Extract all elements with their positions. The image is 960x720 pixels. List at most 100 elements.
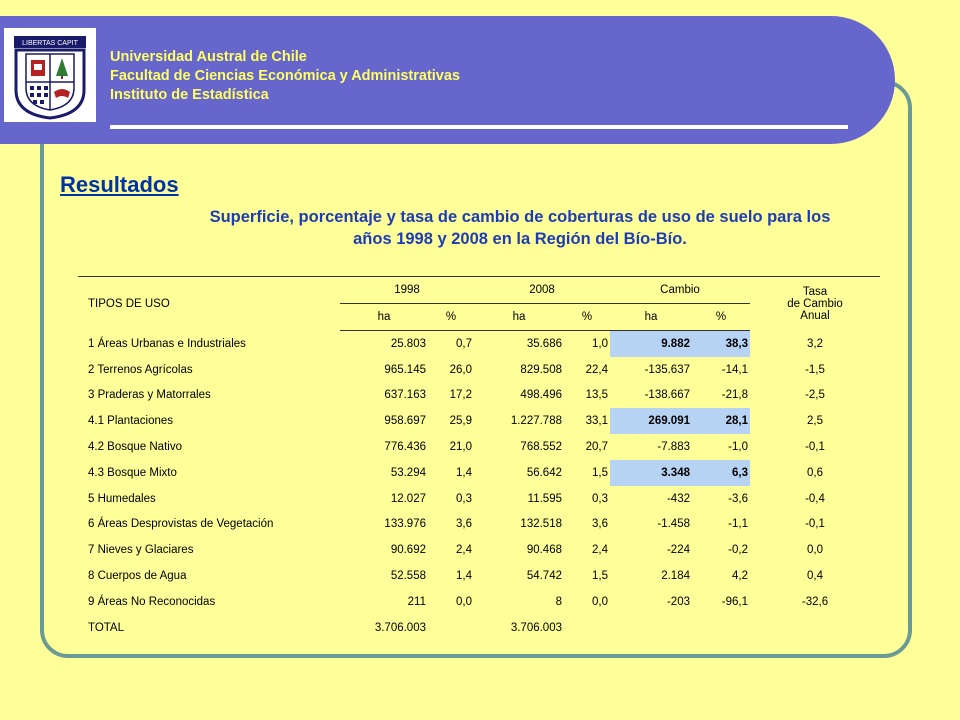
cell-ha-2008: 11.595 <box>527 492 562 505</box>
cell-tipo: TOTAL <box>88 621 124 634</box>
cell-pct-1998: 0,0 <box>456 595 472 608</box>
cell-ha-cambio: -203 <box>666 595 690 608</box>
cell-ha-cambio: -138.667 <box>644 389 690 402</box>
cell-tipo: 5 Humedales <box>88 492 156 505</box>
header-cambio: Cambio <box>610 276 750 304</box>
cell-ha-cambio: -7.883 <box>657 441 690 454</box>
cell-pct-1998: 0,7 <box>456 337 472 350</box>
cell-tipo: 6 Áreas Desprovistas de Vegetación <box>88 518 274 531</box>
cell-pct-cambio <box>692 615 750 641</box>
cell-pct-2008 <box>564 615 610 641</box>
cell-ha-cambio: 2.184 <box>661 570 690 583</box>
cell-pct-2008: 3,6 <box>592 518 608 531</box>
cell-tipo: 7 Nieves y Glaciares <box>88 544 194 557</box>
cell-ha-1998: 25.803 <box>390 337 426 350</box>
cell-ha-cambio <box>610 615 692 641</box>
land-use-table: TIPOS DE USO 1998 2008 Cambio Tasa de Ca… <box>78 276 880 641</box>
cell-pct-1998: 21,0 <box>449 441 472 454</box>
table-row: 6 Áreas Desprovistas de Vegetación 133.97… <box>78 512 880 538</box>
table-row: 7 Nieves y Glaciares 90.692 2,4 90.468 2,4 -2… <box>78 537 880 563</box>
cell-pct-2008: 13,5 <box>585 389 608 402</box>
header-1998: 1998 <box>340 276 474 304</box>
cell-tipo: 9 Áreas No Reconocidas <box>88 595 216 608</box>
cell-pct-1998: 1,4 <box>456 466 472 479</box>
cell-ha-1998: 965.145 <box>384 363 426 376</box>
cell-ha-1998: 958.697 <box>384 415 426 428</box>
cell-ha-1998: 211 <box>407 595 426 608</box>
cell-tasa: -0,4 <box>805 492 825 505</box>
cell-pct-cambio: 38,3 <box>692 330 750 357</box>
cell-pct-cambio: -1,0 <box>728 441 748 454</box>
cell-pct-cambio: 28,1 <box>692 408 750 435</box>
table-row: 4.3 Bosque Mixto 53.294 1,4 56.642 1,5 3.348 6… <box>78 459 880 486</box>
cell-pct-2008: 33,1 <box>585 415 608 428</box>
cell-ha-1998: 776.436 <box>384 441 426 454</box>
cell-ha-2008: 90.468 <box>526 544 562 557</box>
cell-tasa: 2,5 <box>807 415 823 428</box>
cell-ha-2008: 35.686 <box>526 337 562 350</box>
cell-pct-cambio: -21,8 <box>721 389 748 402</box>
header-2008: 2008 <box>474 276 610 304</box>
cell-tasa: -0,1 <box>805 441 825 454</box>
header-tasa: Tasa de Cambio Anual <box>750 276 880 331</box>
cell-ha-2008: 1.227.788 <box>510 415 562 428</box>
cell-ha-cambio: -135.637 <box>644 363 690 376</box>
table-header-row: TIPOS DE USO 1998 2008 Cambio Tasa de Ca… <box>78 276 880 331</box>
cell-pct-2008: 1,5 <box>592 466 608 479</box>
cell-tipo: 4.1 Plantaciones <box>88 415 174 428</box>
cell-tasa: 0,4 <box>807 570 823 583</box>
cell-pct-cambio: -0,2 <box>728 544 748 557</box>
caption-line-1: Superficie, porcentaje y tasa de cambio … <box>209 208 831 226</box>
slide-title: Resultados <box>60 172 179 197</box>
cell-tasa: 0,6 <box>807 466 823 479</box>
cell-ha-cambio: 3.348 <box>610 459 692 486</box>
header-tasa-line-3: Anual <box>800 309 830 322</box>
caption-line-2: años 1998 y 2008 en la Región del Bío-Bí… <box>353 230 687 248</box>
header-tipos-de-uso: TIPOS DE USO <box>78 276 340 331</box>
subheader-ha-2008: ha <box>474 303 564 331</box>
cell-tipo: 4.2 Bosque Nativo <box>88 441 182 454</box>
table-row: 4.1 Plantaciones 958.697 25,9 1.227.788 33,1… <box>78 408 880 435</box>
subheader-pct-2008: % <box>564 303 610 331</box>
university-seal-icon: LIBERTAS CAPIT <box>14 36 86 120</box>
cell-pct-cambio: -3,6 <box>728 492 748 505</box>
cell-ha-cambio: -1.458 <box>657 518 690 531</box>
university-name: Universidad Austral de Chile <box>110 49 307 65</box>
header-tasa-line-2: de Cambio <box>787 297 843 310</box>
cell-tasa: 3,2 <box>807 337 823 350</box>
cell-tipo: 1 Áreas Urbanas e Industriales <box>88 337 246 350</box>
cell-ha-2008: 132.518 <box>520 518 562 531</box>
cell-pct-1998: 25,9 <box>449 415 472 428</box>
cell-tasa: -0,1 <box>805 518 825 531</box>
institute-name: Instituto de Estadística <box>110 87 269 103</box>
cell-tipo: 4.3 Bosque Mixto <box>88 466 177 479</box>
cell-pct-1998: 3,6 <box>456 518 472 531</box>
svg-text:LIBERTAS CAPIT: LIBERTAS CAPIT <box>22 40 78 47</box>
cell-ha-2008: 8 <box>555 595 562 608</box>
cell-tasa <box>750 615 880 641</box>
table-subheader-row: ha % ha % ha % <box>78 303 880 331</box>
cell-pct-2008: 20,7 <box>585 441 608 454</box>
cell-ha-2008: 829.508 <box>520 363 562 376</box>
cell-ha-cambio: -224 <box>666 544 690 557</box>
table-row: 2 Terrenos Agrícolas 965.145 26,0 829.508 22… <box>78 357 880 383</box>
faculty-name: Facultad de Ciencias Económica y Adminis… <box>110 68 460 84</box>
cell-ha-1998: 12.027 <box>390 492 426 505</box>
cell-ha-cambio: 269.091 <box>610 408 692 435</box>
cell-pct-1998 <box>428 615 474 641</box>
cell-ha-2008: 54.742 <box>526 570 562 583</box>
subheader-pct-1998: % <box>428 303 474 331</box>
cell-pct-1998: 2,4 <box>456 544 472 557</box>
cell-tasa: -2,5 <box>805 389 825 402</box>
header-tasa-line-1: Tasa <box>802 285 828 298</box>
cell-pct-2008: 2,4 <box>592 544 608 557</box>
table-row: 8 Cuerpos de Agua 52.558 1,4 54.742 1,5 2.184… <box>78 563 880 589</box>
table-row: 1 Áreas Urbanas e Industriales 25.803 0,7 3… <box>78 330 880 357</box>
cell-pct-1998: 1,4 <box>456 570 472 583</box>
cell-tasa: -32,6 <box>801 595 829 608</box>
cell-pct-1998: 0,3 <box>456 492 472 505</box>
cell-pct-cambio: -14,1 <box>721 363 748 376</box>
table-row: 9 Áreas No Reconocidas 211 0,0 8 0,0 -203 -96,… <box>78 589 880 615</box>
table-row: 5 Humedales 12.027 0,3 11.595 0,3 -432 -3,6 -0,… <box>78 486 880 512</box>
cell-pct-2008: 22,4 <box>585 363 608 376</box>
